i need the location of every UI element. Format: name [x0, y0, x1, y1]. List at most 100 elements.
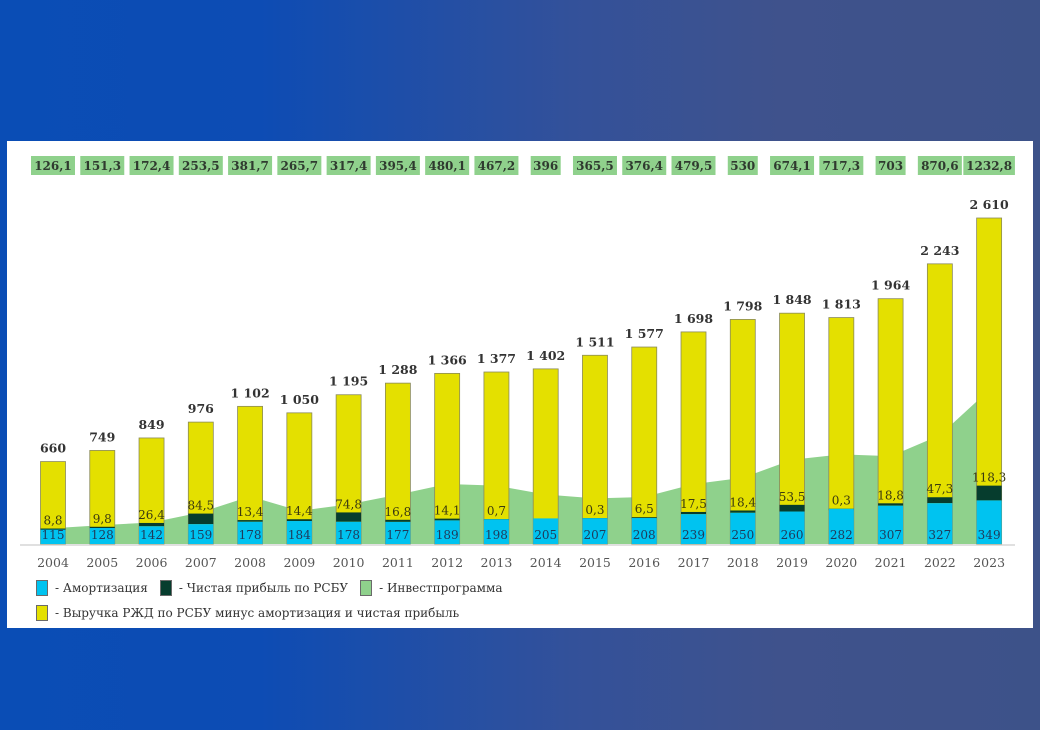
year-tick-label: 2010: [333, 555, 365, 570]
bar-amortization: [237, 521, 263, 544]
legend-label-investprogram: - Инвестпрограмма: [379, 581, 503, 595]
total-label: 1 577: [625, 326, 664, 341]
legend-label-amortization: - Амортизация: [55, 581, 148, 595]
investprogram-label-bg: [277, 156, 322, 175]
total-label: 1 195: [329, 374, 368, 389]
investprogram-label-bg: [129, 156, 174, 175]
net-profit-label: 53,5: [779, 490, 806, 504]
bar-revenue-rest: [631, 346, 658, 545]
bar-amortization: [878, 505, 904, 544]
legend-label-net-profit: - Чистая прибыль по РСБУ: [178, 581, 349, 595]
bar-amortization: [483, 519, 509, 544]
year-tick-label: 2011: [382, 555, 414, 570]
investprogram-label-bg: [375, 156, 420, 175]
bar-amortization: [336, 521, 362, 544]
bar-amortization: [139, 526, 165, 544]
investprogram-label: 870,6: [921, 159, 959, 173]
bar-net-profit: [927, 497, 953, 504]
net-profit-label: 16,8: [385, 505, 412, 519]
amortization-label: 128: [91, 528, 114, 542]
year-tick-label: 2014: [530, 555, 562, 570]
amortization-label: 349: [978, 528, 1001, 542]
amortization-label: 142: [140, 528, 163, 542]
year-tick-label: 2019: [776, 555, 808, 570]
bar-amortization: [927, 503, 953, 544]
bar-net-profit: [40, 528, 66, 531]
amortization-label: 177: [386, 528, 409, 542]
investprogram-label-bg: [425, 156, 470, 175]
bar-revenue-rest: [532, 368, 559, 545]
bar-amortization: [385, 521, 411, 544]
bar-net-profit: [779, 504, 805, 512]
legend-swatch-revenue-rest: [36, 605, 48, 621]
total-label: 1 698: [674, 311, 713, 326]
year-tick-label: 2015: [579, 555, 611, 570]
net-profit-label: 118,3: [972, 471, 1006, 485]
total-label: 1 798: [723, 298, 762, 313]
year-tick-label: 2016: [628, 555, 660, 570]
net-profit-label: 18,8: [877, 488, 904, 502]
chart-card: [7, 141, 1033, 628]
investprogram-label-bg: [770, 156, 815, 175]
total-label: 976: [188, 401, 214, 416]
net-profit-label: 0,3: [832, 494, 851, 508]
investprogram-label: 381,7: [231, 159, 269, 173]
bar-amortization: [40, 529, 66, 544]
investprogram-label-bg: [80, 156, 125, 175]
net-profit-label: 17,5: [680, 497, 707, 511]
investprogram-label-bg: [326, 156, 371, 175]
bar-net-profit: [89, 526, 115, 529]
legend-label-revenue-rest: - Выручка РЖД по РСБУ минус амортизация …: [55, 606, 460, 620]
amortization-label: 207: [584, 528, 607, 542]
bar-amortization: [828, 508, 854, 544]
investprogram-label-bg: [228, 156, 273, 175]
amortization-label: 115: [42, 528, 65, 542]
net-profit-label: 13,4: [237, 505, 264, 519]
legend-swatch-investprogram: [360, 580, 373, 596]
legend-swatch-amortization: [36, 580, 48, 596]
year-tick-label: 2018: [727, 555, 759, 570]
investprogram-label: 479,5: [675, 159, 713, 173]
investprogram-label-bg: [572, 156, 617, 175]
year-tick-label: 2020: [825, 555, 857, 570]
amortization-label: 208: [633, 528, 656, 542]
bar-net-profit: [730, 510, 756, 513]
net-profit-label: 14,4: [286, 504, 313, 518]
total-label: 2 243: [920, 243, 959, 258]
bar-net-profit: [631, 517, 657, 519]
legend-item-amortization: - Амортизация: [36, 580, 148, 596]
net-profit-label: 6,5: [635, 502, 654, 516]
investprogram-label: 717,3: [823, 159, 861, 173]
net-profit-label: 8,8: [43, 514, 62, 528]
bar-net-profit: [139, 522, 165, 527]
bar-amortization: [681, 514, 707, 544]
year-tick-label: 2004: [37, 555, 69, 570]
investprogram-label-bg: [727, 156, 758, 175]
net-profit-label: 26,4: [138, 508, 165, 522]
investprogram-label-bg: [31, 156, 75, 175]
amortization-label: 178: [337, 528, 360, 542]
bar-net-profit: [434, 518, 460, 521]
total-label: 1 964: [871, 278, 910, 293]
amortization-label: 189: [436, 528, 459, 542]
net-profit-label: 14,1: [434, 504, 461, 518]
bar-amortization: [188, 524, 214, 544]
total-label: 1 377: [477, 351, 516, 366]
total-label: 2 610: [970, 197, 1009, 212]
bar-net-profit: [681, 511, 707, 515]
bar-net-profit: [188, 513, 214, 525]
bar-amortization: [976, 500, 1002, 544]
investprogram-label-bg: [671, 156, 716, 175]
legend-swatch-net-profit: [159, 580, 172, 596]
investprogram-label: 395,4: [379, 159, 417, 173]
amortization-label: 184: [288, 528, 311, 542]
total-label: 1 511: [575, 334, 614, 349]
year-tick-label: 2013: [481, 555, 513, 570]
bar-net-profit: [286, 519, 312, 522]
investprogram-label: 376,4: [625, 159, 663, 173]
legend-item-investprogram: - Инвестпрограмма: [360, 580, 502, 596]
total-label: 1 288: [378, 362, 417, 377]
year-tick-label: 2023: [973, 555, 1005, 570]
amortization-label: 307: [879, 528, 902, 542]
